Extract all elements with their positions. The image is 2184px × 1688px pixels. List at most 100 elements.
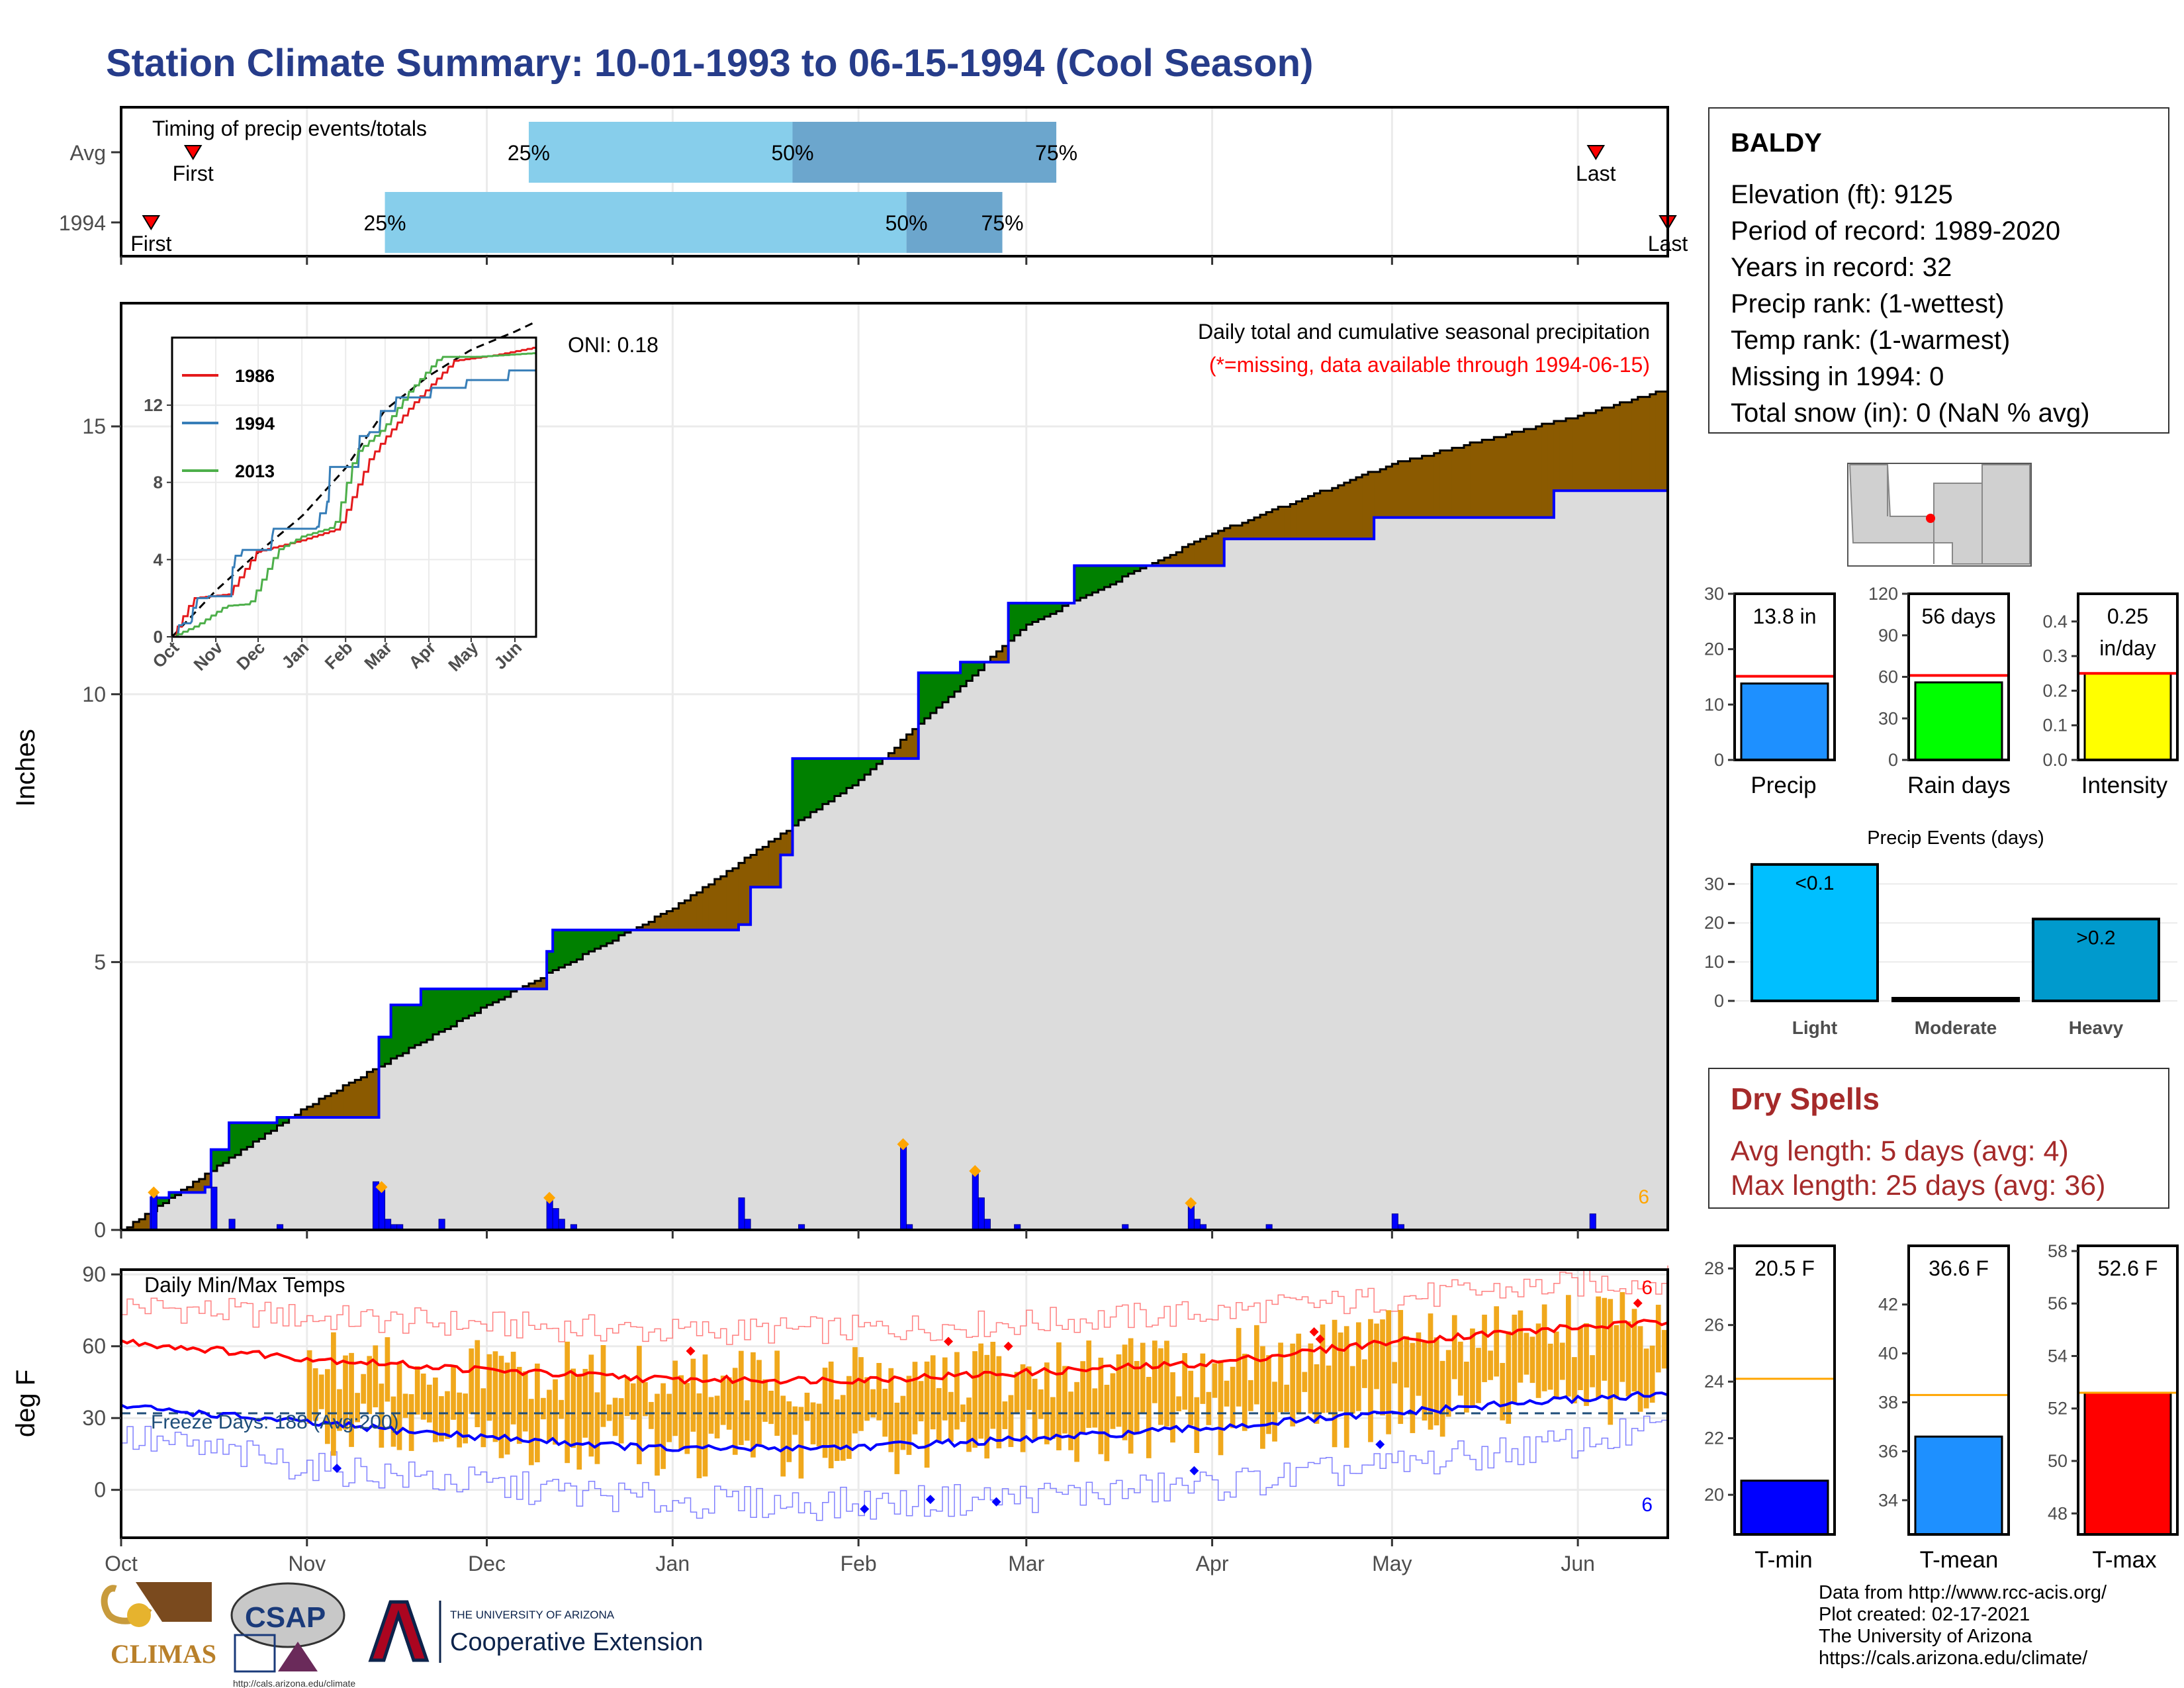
below-average-area (768, 841, 775, 888)
below-average-area (1362, 474, 1369, 539)
below-average-area (343, 1085, 349, 1118)
daily-temp-bar (1038, 1389, 1044, 1419)
above-average-area (948, 673, 955, 697)
daily-temp-bar (666, 1393, 672, 1442)
daily-temp-bar (696, 1393, 702, 1479)
daily-temp-bar (1302, 1372, 1308, 1392)
daily-temp-bar (810, 1402, 816, 1444)
daily-temp-bar (373, 1345, 379, 1407)
below-average-area (1655, 391, 1662, 491)
below-average-area (337, 1090, 343, 1118)
daily-temp-bar (1248, 1380, 1253, 1411)
summary-y-tick-label: 58 (2048, 1241, 2068, 1261)
below-average-area (690, 895, 698, 930)
above-average-area (834, 758, 841, 796)
summary-y-tick-label: 0.3 (2042, 646, 2068, 666)
daily-temp-bar (1439, 1360, 1445, 1437)
daily-temp-bar (1422, 1340, 1428, 1421)
daily-temp-bar (1098, 1357, 1104, 1454)
summary-y-tick-label: 50 (2048, 1451, 2068, 1471)
above-average-area (930, 673, 937, 714)
daily-temp-bar (1092, 1388, 1098, 1428)
above-average-area (798, 758, 805, 820)
above-average-area (924, 673, 931, 719)
below-average-area (1188, 544, 1195, 566)
above-average-area (1092, 565, 1099, 592)
summary-y-tick-label: 36 (1878, 1441, 1898, 1461)
station-missing: Missing in 1994: 0 (1731, 362, 1944, 391)
below-average-area (637, 927, 643, 930)
daily-temp-bar (774, 1350, 780, 1436)
events-category-label: Heavy (2069, 1017, 2124, 1038)
daily-precip-bar (978, 1197, 985, 1231)
daily-temp-bar (492, 1351, 498, 1442)
below-average-area (127, 1227, 134, 1230)
below-average-area (1547, 424, 1555, 518)
daily-temp-bar (990, 1342, 996, 1429)
daily-temp-bar (559, 1399, 564, 1419)
temp-count-high-label: 6 (1641, 1277, 1653, 1299)
daily-temp-bar (361, 1374, 367, 1404)
daily-temp-bar (1134, 1360, 1140, 1434)
daily-temp-bar (762, 1379, 768, 1422)
timing-title: Timing of precip events/totals (152, 117, 427, 140)
daily-temp-bar (451, 1365, 456, 1420)
timing-row-label: Avg (69, 141, 106, 165)
daily-temp-bar (1380, 1319, 1385, 1416)
above-average-area (559, 929, 565, 968)
timing-marker-first-icon (142, 215, 161, 230)
daily-temp-bar (1242, 1354, 1248, 1431)
daily-temp-bar (1637, 1326, 1643, 1412)
below-average-area (331, 1093, 338, 1118)
above-average-area (426, 988, 433, 1040)
daily-temp-bar (1308, 1343, 1314, 1414)
daily-precip-bar (983, 1219, 991, 1231)
daily-temp-bar (1566, 1295, 1571, 1397)
summary-bar-T-max (2083, 1391, 2172, 1536)
below-average-area (1200, 539, 1207, 566)
station-precip-rank: Precip rank: (1-wettest) (1731, 289, 2005, 318)
daily-temp-bar (576, 1376, 582, 1470)
above-average-area (553, 929, 559, 970)
below-average-area (1637, 397, 1645, 491)
daily-temp-bar (1392, 1362, 1398, 1383)
daily-temp-bar (780, 1395, 786, 1477)
below-average-area (1410, 458, 1417, 518)
daily-temp-bar (402, 1393, 408, 1418)
daily-temp-bar (1182, 1353, 1187, 1410)
below-average-area (1314, 493, 1321, 539)
daily-temp-bar (840, 1395, 846, 1461)
summary-value-label: 13.8 in (1752, 604, 1816, 628)
daily-temp-bar (738, 1350, 744, 1445)
below-average-area (1332, 488, 1339, 539)
below-average-area (1470, 442, 1477, 518)
below-average-area (1272, 509, 1279, 539)
daily-temp-bar (846, 1376, 852, 1459)
daily-precip-bar (1589, 1213, 1596, 1231)
timing-marker-first-icon (183, 145, 203, 160)
station-total-snow: Total snow (in): 0 (NaN % avg) (1731, 399, 2090, 428)
below-average-area (1476, 442, 1482, 518)
above-average-area (978, 662, 985, 671)
below-average-area (720, 876, 727, 930)
below-average-area (666, 911, 673, 930)
above-average-area (510, 988, 518, 992)
station-name: BALDY (1731, 128, 1822, 158)
below-average-area (139, 1219, 146, 1230)
above-average-area (870, 758, 877, 770)
record-low-marker-icon (1375, 1439, 1385, 1449)
daily-temp-bar (1524, 1333, 1529, 1375)
summary-value-label: 0.25 (2107, 604, 2148, 628)
below-average-area (1290, 504, 1297, 539)
daily-temp-bar (1296, 1333, 1302, 1413)
daily-temp-bar (804, 1392, 810, 1421)
below-average-area (1578, 415, 1584, 491)
climas-text: CLIMAS (111, 1639, 216, 1669)
above-average-area (864, 758, 871, 775)
below-average-area (145, 1213, 152, 1230)
below-average-area (324, 1096, 332, 1118)
below-average-area (1524, 429, 1531, 518)
daily-temp-bar (1547, 1343, 1553, 1390)
temp-count-low-label: 6 (1641, 1494, 1653, 1516)
below-average-area (1602, 407, 1609, 491)
